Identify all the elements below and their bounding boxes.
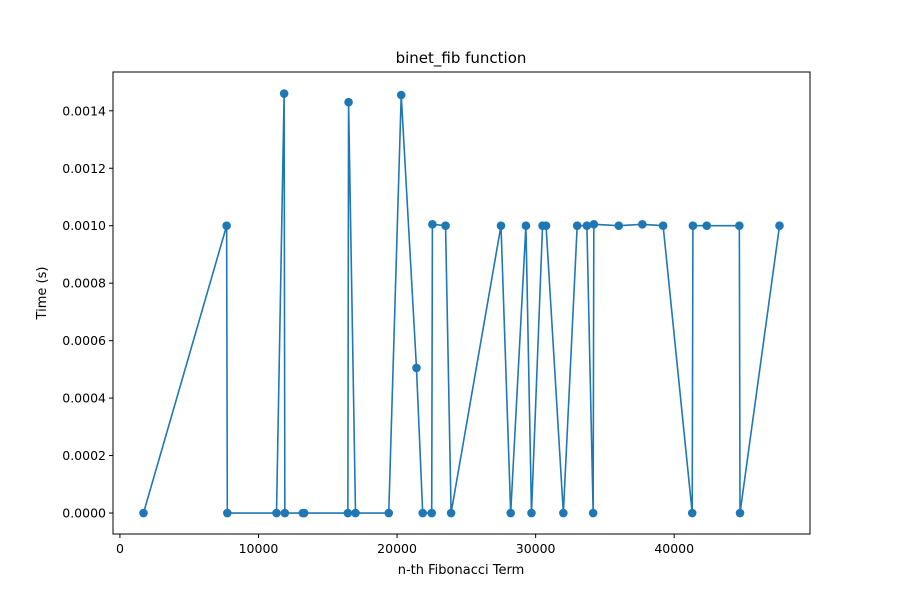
data-point: [343, 508, 353, 518]
data-point: [384, 508, 394, 518]
x-tick-label: 20000: [377, 541, 417, 556]
data-point: [559, 508, 568, 518]
data-point: [344, 97, 353, 107]
x-tick-label: 10000: [239, 541, 279, 556]
data-point: [418, 508, 428, 518]
data-point: [299, 508, 309, 518]
data-point: [527, 508, 536, 518]
y-axis-label: Time (s): [35, 267, 50, 321]
data-point: [582, 221, 592, 231]
data-point: [687, 508, 697, 518]
data-point: [775, 221, 784, 231]
x-axis-label: n-th Fibonacci Term: [398, 563, 525, 578]
plot-area: 0 10000 20000 30000 40000 0.0000 0.0002 0.0004 0…: [62, 71, 811, 556]
data-point: [441, 221, 450, 231]
chart-title: binet_fib function: [396, 49, 527, 68]
x-tick-label: 0: [116, 541, 124, 556]
data-point: [351, 508, 360, 518]
data-point: [396, 90, 406, 100]
data-point: [446, 508, 456, 518]
data-point: [588, 508, 598, 518]
data-point: [735, 221, 744, 231]
data-point: [412, 363, 421, 373]
data-point: [139, 508, 148, 518]
data-point: [589, 219, 599, 229]
y-tick-label: 0.0008: [62, 276, 106, 291]
axes-frame: [112, 71, 811, 535]
data-point: [280, 508, 290, 518]
data-point: [572, 221, 582, 231]
data-point: [272, 508, 281, 518]
data-point: [735, 508, 745, 518]
data-point: [428, 219, 437, 229]
data-point: [638, 219, 647, 229]
data-point: [658, 221, 668, 231]
data-point: [223, 508, 232, 518]
data-point: [688, 221, 698, 231]
y-tick-label: 0.0002: [62, 448, 106, 463]
y-tick-label: 0.0006: [62, 333, 106, 348]
y-tick-label: 0.0010: [62, 218, 106, 233]
y-tick-label: 0.0000: [62, 506, 106, 521]
y-tick-label: 0.0014: [62, 103, 106, 118]
data-point: [521, 221, 531, 231]
data-point: [614, 221, 624, 231]
data-point: [279, 89, 289, 98]
y-tick-label: 0.0012: [62, 161, 106, 176]
data-point: [222, 221, 231, 231]
data-point: [427, 508, 437, 518]
data-point: [506, 508, 515, 518]
data-point: [702, 221, 712, 231]
y-tick-label: 0.0004: [62, 391, 106, 406]
x-tick-label: 30000: [516, 541, 556, 556]
x-tick-label: 40000: [654, 541, 694, 556]
data-point: [541, 221, 551, 231]
data-point: [496, 221, 506, 231]
